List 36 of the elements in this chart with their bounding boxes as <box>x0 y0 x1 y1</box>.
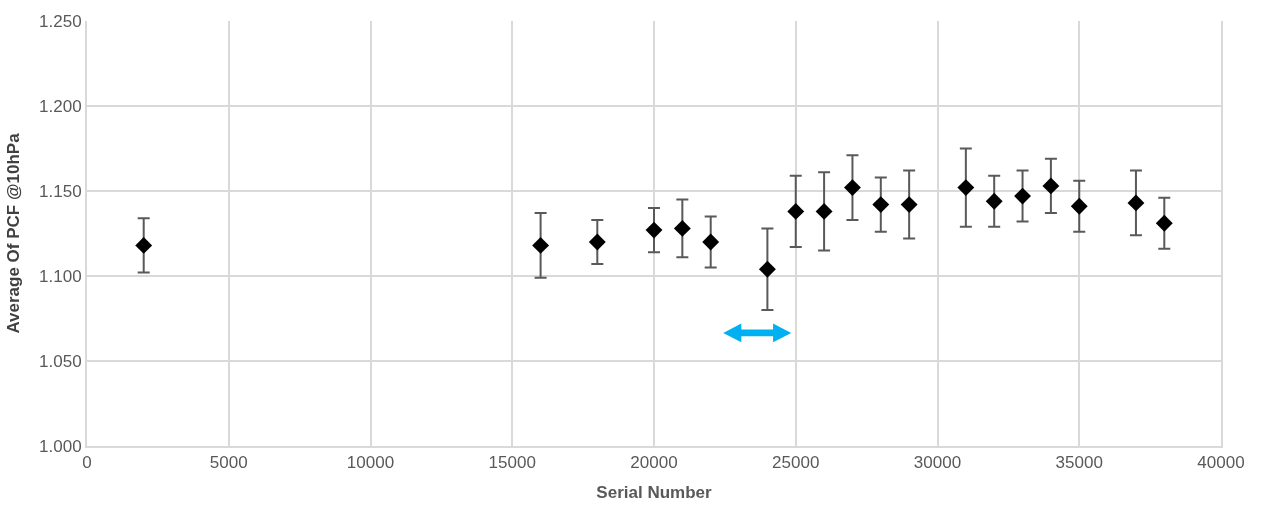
point <box>1014 187 1031 205</box>
point <box>957 179 975 197</box>
x-tick-label: 0 <box>82 453 92 473</box>
x-tick-label: 35000 <box>1055 453 1103 473</box>
point <box>844 179 861 197</box>
y-axis-title: Average Of PCF @10hPa <box>4 132 24 334</box>
point <box>815 202 833 220</box>
y-tick-label: 1.150 <box>39 181 82 201</box>
y-tick-label: 1.250 <box>39 11 82 31</box>
point <box>1155 214 1173 232</box>
y-tick-label: 1.000 <box>39 436 82 456</box>
point <box>588 233 606 251</box>
point <box>1070 197 1088 215</box>
point <box>985 192 1003 210</box>
x-tick-label: 30000 <box>913 453 962 473</box>
x-tick-label: 40000 <box>1197 453 1245 473</box>
x-tick-label: 25000 <box>772 453 820 473</box>
point <box>645 221 663 239</box>
x-tick-label: 10000 <box>346 453 395 473</box>
x-tick-label: 5000 <box>209 453 248 473</box>
point <box>872 196 890 214</box>
y-tick-label: 1.100 <box>39 266 82 286</box>
x-tick-label: 15000 <box>488 453 536 473</box>
point <box>787 202 805 220</box>
y-tick-label: 1.050 <box>39 351 82 371</box>
y-tick-label: 1.200 <box>39 96 82 116</box>
point <box>532 236 550 254</box>
x-tick-label: 20000 <box>630 453 678 473</box>
point <box>758 260 776 278</box>
point <box>1127 194 1145 212</box>
point <box>673 219 691 237</box>
point <box>900 196 918 214</box>
point <box>135 236 153 254</box>
x-axis-title: Serial Number <box>596 483 713 503</box>
point <box>702 233 720 251</box>
point <box>1042 177 1060 195</box>
